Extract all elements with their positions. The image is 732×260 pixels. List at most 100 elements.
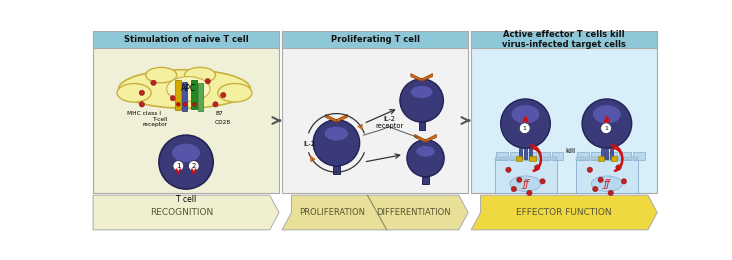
Text: DIFFERENTIATION: DIFFERENTIATION <box>376 208 451 217</box>
Bar <box>495 157 556 160</box>
Circle shape <box>183 102 187 106</box>
Text: T cell: T cell <box>176 194 196 204</box>
Text: Stimulation of naive T cell: Stimulation of naive T cell <box>124 35 248 44</box>
Ellipse shape <box>167 77 210 101</box>
Text: ƒƒ: ƒƒ <box>522 179 529 189</box>
Circle shape <box>220 92 226 98</box>
Polygon shape <box>337 114 347 122</box>
Ellipse shape <box>172 144 200 162</box>
Circle shape <box>400 79 444 122</box>
Circle shape <box>139 90 145 95</box>
Text: ƒƒ: ƒƒ <box>603 179 610 189</box>
Text: 1: 1 <box>523 126 526 131</box>
Ellipse shape <box>117 83 152 102</box>
Text: 1: 1 <box>604 126 608 131</box>
Circle shape <box>539 179 545 184</box>
Text: Proliferating T cell: Proliferating T cell <box>331 35 419 44</box>
Polygon shape <box>282 195 468 230</box>
Text: 2: 2 <box>192 163 196 169</box>
Circle shape <box>170 95 176 101</box>
Bar <box>601 148 604 159</box>
Ellipse shape <box>591 176 622 191</box>
Bar <box>93 31 279 48</box>
Circle shape <box>139 102 145 107</box>
Bar <box>524 152 536 160</box>
Bar <box>529 156 536 161</box>
Circle shape <box>188 161 199 171</box>
Bar <box>605 152 617 160</box>
Text: 1: 1 <box>176 163 181 169</box>
Bar <box>576 157 638 160</box>
Bar <box>471 31 657 193</box>
Circle shape <box>587 167 592 172</box>
Circle shape <box>582 99 632 148</box>
Bar <box>633 152 645 160</box>
Ellipse shape <box>411 86 433 98</box>
Text: MHC class I: MHC class I <box>127 111 161 116</box>
Bar <box>422 177 429 184</box>
Bar <box>524 148 527 159</box>
Text: EFFECTOR FUNCTION: EFFECTOR FUNCTION <box>517 208 612 217</box>
Bar <box>519 148 523 159</box>
Circle shape <box>173 161 184 171</box>
Bar <box>538 152 550 160</box>
Ellipse shape <box>218 83 252 102</box>
Circle shape <box>608 190 613 196</box>
Circle shape <box>159 135 213 189</box>
Bar <box>93 31 279 193</box>
Circle shape <box>519 123 530 134</box>
Bar <box>419 122 425 130</box>
Text: RECOGNITION: RECOGNITION <box>151 208 214 217</box>
Circle shape <box>601 123 611 134</box>
Bar <box>552 152 564 160</box>
Bar <box>510 152 522 160</box>
Polygon shape <box>326 114 337 122</box>
Bar <box>619 152 631 160</box>
Circle shape <box>616 165 621 170</box>
Circle shape <box>598 177 603 183</box>
Circle shape <box>176 102 180 106</box>
Text: B7: B7 <box>215 111 223 116</box>
Ellipse shape <box>512 105 539 124</box>
Bar <box>496 152 508 160</box>
Circle shape <box>621 179 627 184</box>
Bar <box>516 156 523 161</box>
Bar <box>605 148 608 159</box>
Polygon shape <box>471 195 657 230</box>
Ellipse shape <box>510 176 541 191</box>
Bar <box>192 80 197 109</box>
Circle shape <box>213 102 218 107</box>
Bar <box>610 156 617 161</box>
Polygon shape <box>93 195 279 230</box>
Bar <box>282 31 468 193</box>
Bar <box>282 31 468 48</box>
Bar <box>578 152 589 160</box>
Bar <box>182 82 187 110</box>
Circle shape <box>511 186 517 192</box>
Text: T-cell
receptor: T-cell receptor <box>143 117 168 127</box>
Bar <box>610 148 613 159</box>
Text: CD28: CD28 <box>214 120 231 125</box>
Text: PROLIFERATION: PROLIFERATION <box>299 208 365 217</box>
Circle shape <box>193 102 196 106</box>
Ellipse shape <box>417 146 435 157</box>
Polygon shape <box>411 74 422 81</box>
Circle shape <box>526 190 532 196</box>
Ellipse shape <box>146 67 176 83</box>
Ellipse shape <box>593 105 621 124</box>
Ellipse shape <box>119 70 250 108</box>
Text: kill: kill <box>565 148 575 154</box>
Circle shape <box>313 120 359 166</box>
Bar <box>597 156 604 161</box>
Circle shape <box>151 80 156 86</box>
Bar <box>591 152 603 160</box>
Circle shape <box>506 167 511 172</box>
Ellipse shape <box>184 67 215 83</box>
Bar <box>333 166 340 174</box>
Bar <box>175 80 181 110</box>
Circle shape <box>592 186 598 192</box>
Bar <box>529 148 531 159</box>
Bar <box>576 158 638 193</box>
Circle shape <box>407 140 444 177</box>
Circle shape <box>534 165 539 170</box>
